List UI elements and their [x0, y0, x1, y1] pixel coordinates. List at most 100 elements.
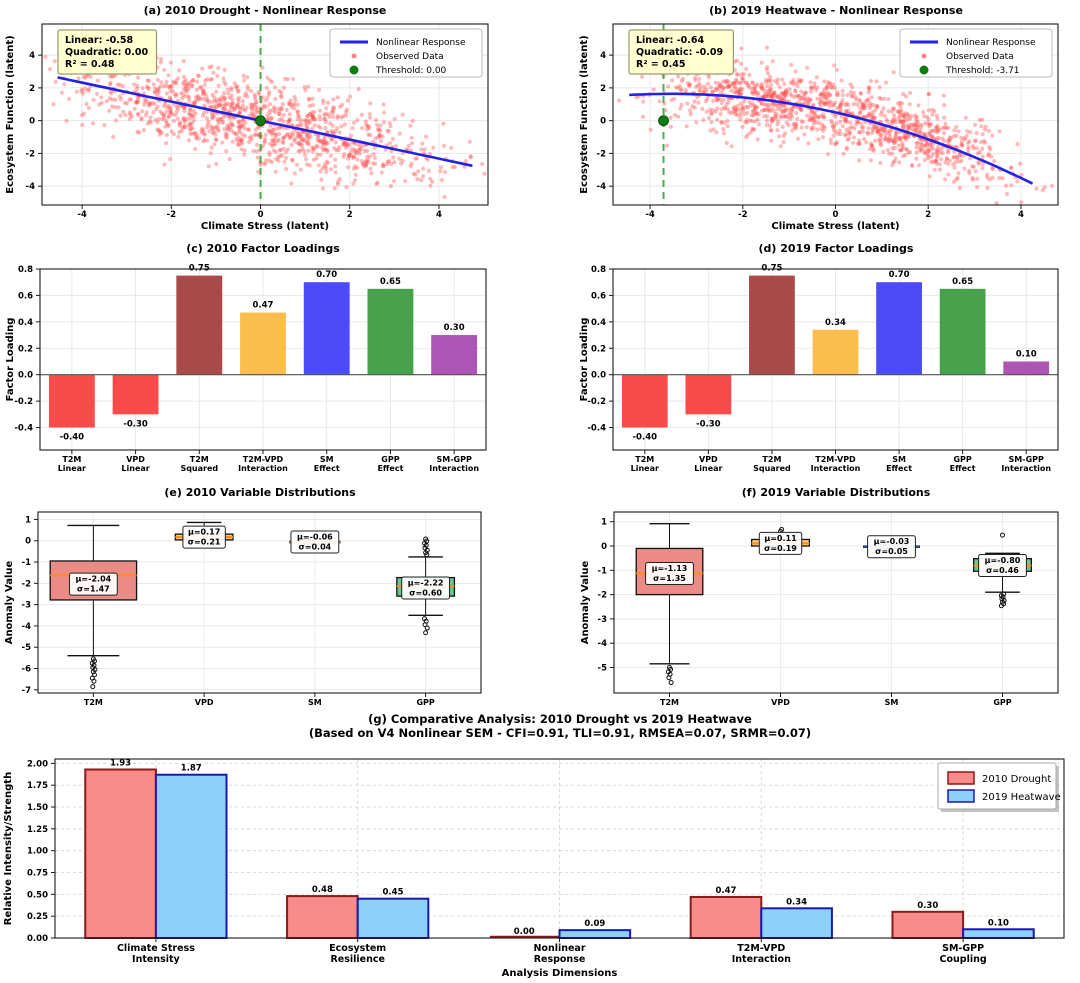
y-tick-label: 0.0 — [591, 371, 606, 381]
panel-d-title: (d) 2019 Factor Loadings — [759, 242, 914, 255]
scatter-points — [617, 39, 1055, 205]
category-label: Response — [534, 954, 586, 965]
y-tick-label: 0 — [600, 117, 606, 127]
outlier — [90, 684, 96, 690]
stats-label-VPD: μ=0.17σ=0.21 — [182, 525, 226, 549]
category-label: SM — [320, 455, 334, 464]
y-axis: 0.8 0.6 0.4 0.2 0.0 -0.2 -0.4 Factor Loading — [579, 265, 613, 434]
bar-value-label: 0.10 — [1016, 349, 1037, 359]
chart-2010-factor-loadings: (c) 2010 Factor Loadings -0.40-0.300.750… — [5, 242, 487, 473]
y-tick-label: 0.25 — [27, 912, 48, 922]
legend-label: Observed Data — [376, 52, 444, 62]
bar-value-label: -0.40 — [60, 433, 85, 443]
x-tick-label: -2 — [167, 210, 177, 220]
y-tick-label: 2.00 — [27, 759, 48, 769]
bar — [891, 910, 965, 939]
legend-label: Nonlinear Response — [946, 38, 1036, 48]
svg-text:R² = 0.48: R² = 0.48 — [65, 59, 115, 70]
bar-value-label: 0.47 — [715, 886, 736, 896]
outlier — [779, 526, 785, 532]
bar-VPD — [112, 374, 159, 415]
stats-label-SM: μ=-0.03σ=0.05 — [867, 535, 916, 559]
x-axis: -4 -2 0 2 4 Climate Stress (latent) — [77, 205, 442, 232]
bar — [760, 907, 833, 939]
svg-text:μ=-2.22: μ=-2.22 — [408, 579, 444, 588]
category-label: Climate Stress — [117, 943, 195, 954]
y-tick-label: 0.4 — [591, 318, 606, 328]
bars: 1.93 0.48 0.00 0.47 0.30 1.87 0.45 0.09 0.34 0.10 — [84, 758, 1035, 940]
category-label: SM-GPP — [942, 943, 984, 954]
bar-value-label: -0.30 — [123, 419, 148, 429]
y-tick-label: -1 — [22, 558, 32, 568]
svg-text:μ=0.17: μ=0.17 — [188, 528, 220, 537]
bar — [558, 929, 632, 940]
y-tick-label: 1.50 — [27, 803, 48, 813]
y-tick-label: 2 — [600, 84, 606, 94]
category-label: SM-GPP — [1009, 455, 1044, 464]
svg-text:Linear: -0.58: Linear: -0.58 — [65, 35, 133, 46]
svg-text:σ=0.46: σ=0.46 — [986, 566, 1019, 575]
category-label: VPD — [195, 698, 214, 707]
bar-VPD — [685, 374, 732, 415]
bar — [84, 768, 157, 940]
svg-text:σ=1.47: σ=1.47 — [77, 585, 110, 594]
category-label: Intensity — [132, 954, 180, 965]
y-tick-label: 1.25 — [27, 825, 48, 835]
y-axis: 1 0 -1 -2 -3 -4 -5 Anomaly Value — [580, 518, 614, 673]
y-tick-label: 0.50 — [27, 890, 48, 900]
y-tick-label: 0 — [601, 542, 607, 552]
svg-text:μ=-0.03: μ=-0.03 — [874, 537, 910, 546]
y-axis: -4 -2 0 2 4 Ecosystem Function (latent) — [5, 35, 42, 194]
bar-T2M-VPD — [240, 312, 286, 375]
y-tick-label: 0.75 — [27, 869, 48, 879]
y-tick-label: 0 — [29, 117, 35, 127]
y-axis-label: Ecosystem Function (latent) — [5, 35, 16, 193]
y-tick-label: 1 — [25, 515, 31, 525]
panel-c: (c) 2010 Factor Loadings -0.40 -0.30 0.75 0… — [0, 232, 540, 480]
svg-text:σ=0.19: σ=0.19 — [764, 544, 797, 553]
stats-label-VPD: μ=0.11σ=0.19 — [758, 531, 803, 555]
y-tick-label: -4 — [597, 182, 607, 192]
category-label: Squared — [753, 464, 791, 473]
y-tick-label: -2 — [597, 149, 607, 159]
svg-text:σ=0.60: σ=0.60 — [409, 589, 442, 598]
svg-text:Quadratic: -0.09: Quadratic: -0.09 — [636, 47, 723, 58]
outlier — [422, 622, 428, 628]
y-tick-label: 4 — [29, 51, 35, 61]
row-scatter: (a) 2010 Drought - Nonlinear Response -4… — [0, 0, 1080, 232]
chart-2010-variable-distributions: (e) 2010 Variable Distributions μ=-2.04σ… — [4, 486, 482, 707]
threshold-marker — [255, 115, 266, 127]
y-tick-label: -2 — [598, 591, 608, 601]
y-tick-label: 0.4 — [18, 318, 33, 328]
y-tick-label: -6 — [22, 665, 32, 675]
bar-value-label: 0.45 — [383, 888, 404, 898]
x-axis-label: Climate Stress (latent) — [201, 221, 329, 232]
y-tick-label: 0.6 — [18, 291, 33, 301]
x-tick-label: 4 — [436, 210, 442, 220]
bar-value-label: 0.65 — [952, 277, 973, 287]
y-axis-label: Ecosystem Function (latent) — [579, 35, 590, 193]
bar-T2M — [621, 374, 668, 428]
category-label: Squared — [180, 464, 218, 473]
bar-value-label: 0.10 — [988, 918, 1009, 928]
category-label: T2M — [84, 698, 103, 707]
outlier — [1000, 532, 1005, 538]
svg-text:R² = 0.45: R² = 0.45 — [636, 59, 686, 70]
box-T2M — [635, 522, 704, 686]
category-label: SM — [885, 698, 899, 707]
category-label: Linear — [58, 464, 86, 473]
y-tick-label: -0.2 — [14, 397, 33, 407]
chart-comparative-analysis: (g) Comparative Analysis: 2010 Drought v… — [3, 712, 1065, 979]
row-loadings: (c) 2010 Factor Loadings -0.40 -0.30 0.75 0… — [0, 232, 1080, 480]
category-label: VPD — [126, 455, 145, 464]
y-axis-label: Factor Loading — [579, 318, 590, 402]
category-label: Effect — [950, 464, 976, 473]
bar-value-label: 1.93 — [110, 758, 131, 768]
panel-g: (g) Comparative Analysis: 2010 Drought v… — [0, 710, 1080, 983]
bar-value-label: 0.00 — [514, 927, 535, 937]
svg-text:σ=0.05: σ=0.05 — [875, 547, 908, 556]
category-label: VPD — [771, 698, 790, 707]
bar — [154, 773, 228, 939]
svg-text:μ=0.11: μ=0.11 — [764, 534, 797, 543]
category-label: Interaction — [732, 954, 791, 965]
